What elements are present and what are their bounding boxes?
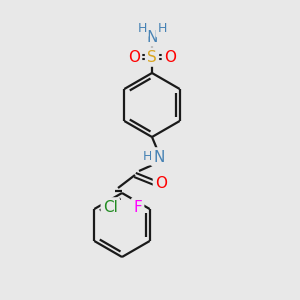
- Text: F: F: [133, 200, 142, 214]
- Text: Cl: Cl: [103, 200, 118, 214]
- Text: S: S: [147, 50, 157, 64]
- Text: O: O: [164, 50, 176, 64]
- Text: H: H: [157, 22, 167, 35]
- Text: H: H: [142, 151, 152, 164]
- Text: H: H: [137, 22, 147, 35]
- Text: N: N: [153, 149, 165, 164]
- Text: N: N: [146, 29, 158, 44]
- Text: O: O: [128, 50, 140, 64]
- Text: O: O: [155, 176, 167, 190]
